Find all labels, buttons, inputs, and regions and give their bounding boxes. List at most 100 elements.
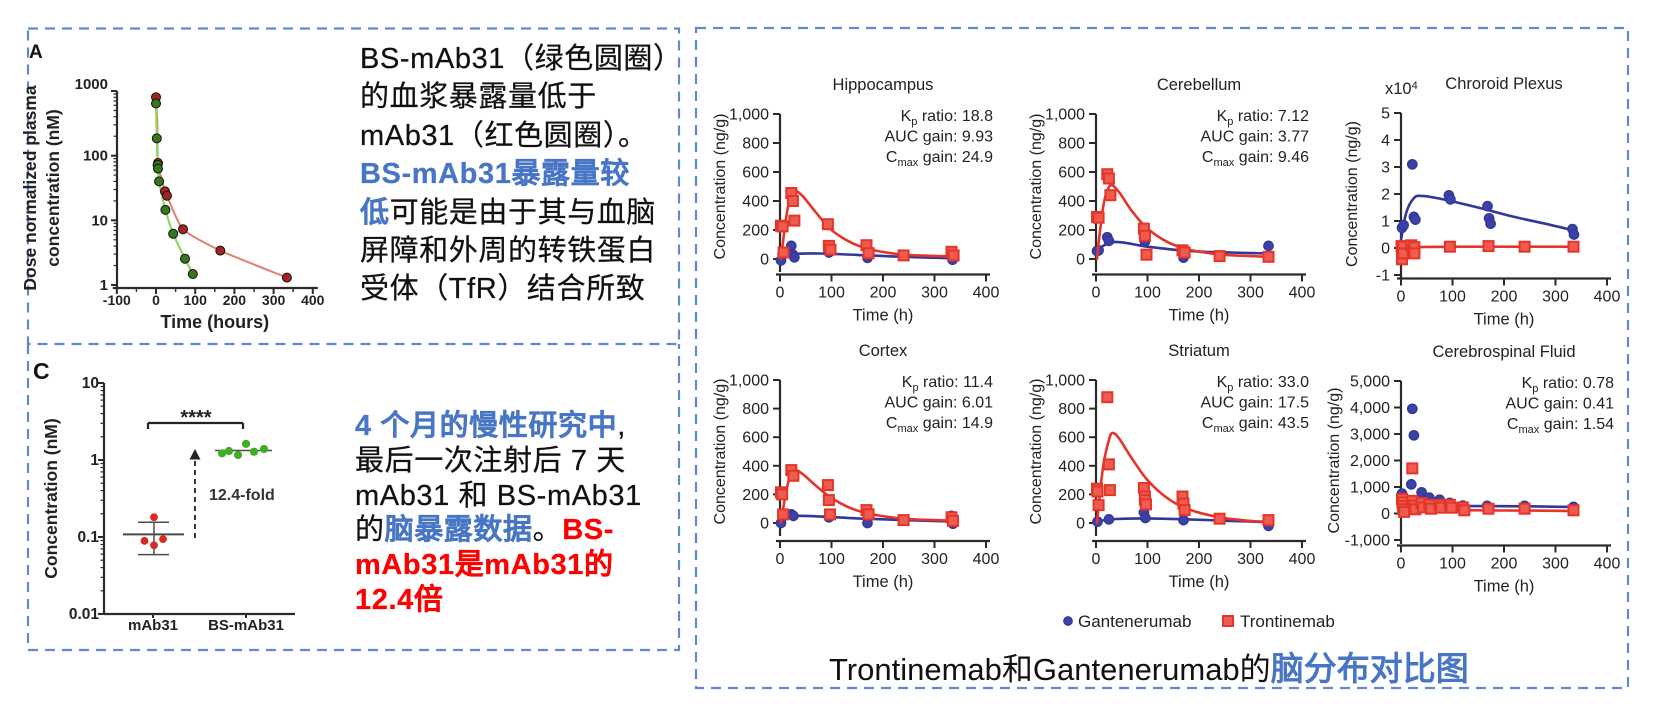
svg-text:Gantenerumab: Gantenerumab — [1078, 612, 1191, 631]
svg-text:12.4-fold: 12.4-fold — [209, 487, 275, 504]
svg-text:0: 0 — [776, 285, 785, 302]
svg-text:300: 300 — [1542, 289, 1569, 306]
svg-text:4: 4 — [1381, 133, 1390, 150]
svg-text:200: 200 — [870, 285, 897, 302]
svg-text:600: 600 — [742, 430, 769, 447]
svg-text:200: 200 — [742, 223, 769, 240]
svg-text:0: 0 — [776, 551, 785, 568]
svg-text:0: 0 — [1381, 506, 1390, 523]
svg-text:100: 100 — [1439, 289, 1466, 306]
svg-text:BS-mAb31: BS-mAb31 — [208, 617, 284, 634]
svg-text:300: 300 — [262, 292, 286, 308]
svg-text:3: 3 — [1381, 160, 1390, 177]
svg-text:400: 400 — [973, 285, 1000, 302]
svg-text:Cmax gain: 9.46: Cmax gain: 9.46 — [1202, 149, 1309, 169]
svg-text:2: 2 — [1381, 187, 1390, 204]
svg-text:0: 0 — [1397, 556, 1406, 573]
svg-text:Cerebellum: Cerebellum — [1157, 76, 1241, 94]
svg-text:200: 200 — [1186, 285, 1213, 302]
svg-text:Time (hours): Time (hours) — [160, 312, 269, 332]
svg-text:Cmax gain: 24.9: Cmax gain: 24.9 — [886, 149, 993, 169]
svg-text:200: 200 — [1058, 487, 1085, 504]
svg-text:0: 0 — [152, 292, 160, 308]
svg-text:Cmax gain: 14.9: Cmax gain: 14.9 — [886, 415, 993, 435]
svg-text:Concentration (ng/g): Concentration (ng/g) — [712, 114, 729, 260]
svg-text:100: 100 — [83, 148, 108, 165]
svg-text:1: 1 — [1381, 214, 1390, 231]
svg-text:5,000: 5,000 — [1350, 374, 1390, 391]
svg-text:100: 100 — [184, 292, 208, 308]
svg-text:400: 400 — [1594, 556, 1621, 573]
svg-text:AUC gain: 17.5: AUC gain: 17.5 — [1200, 395, 1309, 412]
svg-text:1000: 1000 — [75, 76, 108, 93]
svg-text:200: 200 — [870, 551, 897, 568]
svg-text:0.01: 0.01 — [69, 606, 100, 623]
svg-text:AUC gain: 0.41: AUC gain: 0.41 — [1505, 396, 1614, 413]
svg-text:Concentration (ng/g): Concentration (ng/g) — [1326, 388, 1343, 534]
svg-text:AUC gain: 3.77: AUC gain: 3.77 — [1200, 129, 1309, 146]
svg-text:600: 600 — [1058, 165, 1085, 182]
svg-text:0: 0 — [760, 252, 769, 269]
svg-text:100: 100 — [1439, 556, 1466, 573]
svg-text:-100: -100 — [103, 292, 131, 308]
svg-text:Striatum: Striatum — [1168, 342, 1229, 360]
svg-text:0: 0 — [1381, 241, 1390, 258]
svg-text:400: 400 — [301, 292, 325, 308]
svg-text:****: **** — [180, 407, 211, 429]
svg-text:Kp ratio: 33.0: Kp ratio: 33.0 — [1217, 374, 1310, 394]
svg-text:5: 5 — [1381, 106, 1390, 123]
svg-text:Dose normalized plasma: Dose normalized plasma — [20, 85, 40, 290]
svg-text:300: 300 — [921, 285, 948, 302]
svg-text:Time (h): Time (h) — [853, 307, 914, 325]
svg-text:200: 200 — [1058, 223, 1085, 240]
svg-text:Kp ratio: 0.78: Kp ratio: 0.78 — [1522, 375, 1615, 395]
svg-text:100: 100 — [1134, 551, 1161, 568]
svg-text:400: 400 — [1594, 289, 1621, 306]
svg-text:10: 10 — [82, 375, 99, 392]
svg-text:Cmax gain: 1.54: Cmax gain: 1.54 — [1507, 416, 1614, 436]
svg-text:800: 800 — [1058, 136, 1085, 153]
svg-text:400: 400 — [742, 458, 769, 475]
svg-text:200: 200 — [742, 487, 769, 504]
svg-text:Cmax gain: 43.5: Cmax gain: 43.5 — [1202, 415, 1309, 435]
svg-text:-1: -1 — [1376, 268, 1390, 285]
svg-text:Cerebrospinal Fluid: Cerebrospinal Fluid — [1432, 343, 1575, 361]
svg-text:400: 400 — [973, 551, 1000, 568]
svg-text:400: 400 — [1289, 551, 1316, 568]
svg-text:0: 0 — [1076, 252, 1085, 269]
svg-text:AUC gain: 6.01: AUC gain: 6.01 — [884, 395, 993, 412]
svg-text:0: 0 — [1092, 551, 1101, 568]
svg-text:200: 200 — [1186, 551, 1213, 568]
svg-text:Time (h): Time (h) — [1474, 311, 1535, 329]
svg-text:1,000: 1,000 — [1045, 107, 1085, 124]
svg-text:x104: x104 — [1385, 80, 1418, 98]
svg-text:-1,000: -1,000 — [1345, 533, 1390, 550]
svg-text:400: 400 — [1058, 194, 1085, 211]
svg-text:Time (h): Time (h) — [1474, 578, 1535, 596]
svg-text:1,000: 1,000 — [1045, 373, 1085, 390]
svg-text:300: 300 — [1237, 551, 1264, 568]
svg-text:Kp ratio: 7.12: Kp ratio: 7.12 — [1217, 108, 1310, 128]
svg-text:mAb31: mAb31 — [128, 617, 178, 634]
svg-text:Time (h): Time (h) — [853, 573, 914, 591]
svg-text:Concentration (nM): Concentration (nM) — [41, 418, 61, 578]
svg-text:Trontinemab: Trontinemab — [1240, 612, 1335, 631]
svg-text:1,000: 1,000 — [1350, 480, 1390, 497]
svg-text:3,000: 3,000 — [1350, 427, 1390, 444]
svg-text:1: 1 — [90, 452, 99, 469]
svg-text:Hippocampus: Hippocampus — [833, 76, 934, 94]
svg-text:800: 800 — [1058, 401, 1085, 418]
svg-text:AUC gain: 9.93: AUC gain: 9.93 — [884, 129, 993, 146]
svg-text:2,000: 2,000 — [1350, 453, 1390, 470]
svg-text:Concentration (ng/g): Concentration (ng/g) — [712, 379, 729, 525]
svg-text:100: 100 — [818, 551, 845, 568]
svg-text:Concentration (ng/g): Concentration (ng/g) — [1028, 114, 1045, 260]
svg-text:1,000: 1,000 — [729, 107, 769, 124]
svg-text:200: 200 — [1491, 556, 1518, 573]
svg-text:Time (h): Time (h) — [1169, 573, 1230, 591]
svg-text:1: 1 — [100, 277, 108, 294]
svg-text:300: 300 — [1542, 556, 1569, 573]
svg-text:Kp ratio: 11.4: Kp ratio: 11.4 — [902, 374, 993, 394]
svg-text:400: 400 — [1058, 458, 1085, 475]
svg-text:Time (h): Time (h) — [1169, 307, 1230, 325]
